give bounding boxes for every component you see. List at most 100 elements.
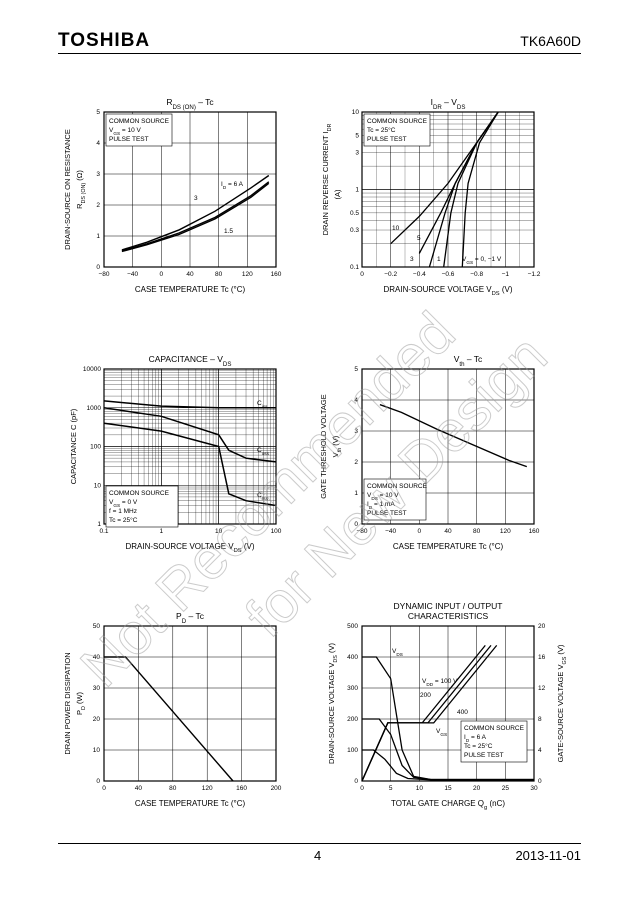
y-axis-label: Vth (V) [331, 435, 343, 457]
x-tick-label: −0.4 [413, 271, 426, 278]
footer-rule [58, 843, 581, 844]
notes-text: COMMON SOURCE [464, 725, 525, 732]
x-axis-label: CASE TEMPERATURE Tc (°C) [393, 542, 504, 551]
x-tick-label: 160 [529, 528, 540, 535]
plot-frame [361, 111, 535, 268]
y-tick-label: 20 [93, 716, 101, 723]
y-tick-label: 1000 [87, 405, 102, 412]
plot-frame [361, 368, 535, 525]
notes-text: COMMON SOURCE [367, 118, 428, 125]
x-axis-label: DRAIN-SOURCE VOLTAGE VDS (V) [383, 285, 512, 297]
y-axis-label: RDS (ON) (Ω) [75, 170, 87, 209]
notes-text: Tc = 25°C [367, 126, 396, 134]
series-line [121, 181, 270, 252]
y2-tick-label: 4 [538, 747, 542, 754]
chart-title: PD – Tc [176, 611, 205, 625]
notes-text: VDS = 10 V [367, 492, 399, 501]
y-tick-label: 10 [352, 109, 360, 116]
x-axis-label: DRAIN-SOURCE VOLTAGE VDS (V) [125, 542, 254, 554]
curve-label: 1.5 [224, 228, 233, 235]
y-tick-label: 10 [93, 747, 101, 754]
y-tick-label: 1 [96, 233, 100, 240]
footer-date: 2013-11-01 [515, 848, 581, 863]
y-tick-label: 5 [96, 109, 100, 116]
curve-label: VDD = 100 V [422, 678, 458, 687]
series-line [461, 111, 499, 268]
y-tick-label: 5 [355, 132, 359, 139]
y-tick-label: 1 [354, 490, 358, 497]
plot-frame [103, 111, 277, 268]
notes-text: ID = 1 mA [367, 501, 395, 510]
notes-text: PULSE TEST [367, 510, 407, 517]
x-tick-label: −1 [502, 271, 510, 278]
notes-text: COMMON SOURCE [109, 490, 170, 497]
y-tick-label: 10 [94, 482, 102, 489]
plot-frame [103, 368, 277, 525]
y2-tick-label: 16 [538, 654, 546, 661]
curve-label: Crss [257, 492, 269, 501]
curve-label: 5 [417, 235, 421, 242]
y-tick-label: 400 [347, 654, 358, 661]
notes-text: ID = 6 A [464, 734, 487, 743]
series-line [103, 400, 276, 409]
curve-label: Ciss [257, 400, 268, 409]
x-tick-label: 100 [271, 528, 282, 535]
curve-label: 3 [410, 256, 414, 263]
curve-label: VGS [436, 728, 447, 737]
chart-title: IDR – VDS [431, 97, 466, 111]
header-rule [58, 53, 581, 54]
brand-logo: TOSHIBA [58, 30, 151, 51]
chart-rds-tc: RDS (ON) – Tc −80 −40 0 40 80 120 160 0 1 2 3 4 5 CASE… [63, 97, 282, 294]
x-tick-label: 80 [169, 785, 177, 792]
y-tick-label: 500 [347, 623, 358, 630]
x-tick-label: 160 [236, 785, 247, 792]
part-number: TK6A60D [520, 33, 581, 49]
x-axis-label: CASE TEMPERATURE Tc (°C) [135, 285, 246, 294]
x-tick-label: −0.8 [470, 271, 483, 278]
page-number: 4 [314, 848, 322, 863]
x-tick-label: 200 [271, 785, 282, 792]
x-tick-label: 10 [215, 528, 223, 535]
x-tick-label: 0 [160, 271, 164, 278]
x-axis-label: TOTAL GATE CHARGE Qg (nC) [391, 799, 505, 811]
notes-text: VGS = 0 V [109, 499, 138, 508]
y-tick-label: 3 [355, 150, 359, 157]
series-line [379, 403, 528, 468]
x-tick-label: 0 [360, 785, 364, 792]
y-tick-label: 200 [347, 716, 358, 723]
y-axis-label: DRAIN-SOURCE VOLTAGE VDS (V) [327, 643, 339, 764]
x-tick-label: 120 [242, 271, 253, 278]
notes-box [460, 720, 528, 763]
y2-tick-label: 20 [538, 623, 546, 630]
x-axis-label: CASE TEMPERATURE Tc (°C) [135, 799, 246, 808]
x-tick-label: 120 [500, 528, 511, 535]
series-line [362, 749, 534, 781]
curve-label: VGS = 0, −1 V [462, 256, 502, 265]
x-tick-label: 25 [502, 785, 510, 792]
chart-title: DYNAMIC INPUT / OUTPUT [394, 601, 503, 611]
x-tick-label: 40 [444, 528, 452, 535]
y2-tick-label: 12 [538, 685, 546, 692]
notes-text: PULSE TEST [109, 136, 149, 143]
curve-label: 200 [420, 692, 431, 699]
chart-pd-tc: PD – Tc 0 40 80 120 160 200 0 10 20 30 40 50 CASE TEM… [63, 611, 282, 808]
curve-label: ID = 6 A [221, 181, 244, 190]
y-axis-label: DRAIN POWER DISSIPATION [63, 652, 72, 754]
x-tick-label: −80 [98, 271, 109, 278]
curve-label: 1 [437, 256, 441, 263]
plot-frame [103, 625, 277, 782]
notes-text: VGS = 10 V [109, 127, 142, 136]
notes-text: Tc = 25°C [109, 516, 138, 524]
y-tick-label: 30 [93, 685, 101, 692]
series-line [361, 644, 498, 782]
notes-text: COMMON SOURCE [109, 118, 170, 125]
x-tick-label: 0.1 [99, 528, 108, 535]
series-line [443, 111, 499, 268]
x-tick-label: −80 [356, 528, 367, 535]
x-tick-label: 80 [215, 271, 223, 278]
y-tick-label: 0.1 [350, 264, 359, 271]
x-tick-label: 80 [473, 528, 481, 535]
notes-box [105, 485, 179, 528]
